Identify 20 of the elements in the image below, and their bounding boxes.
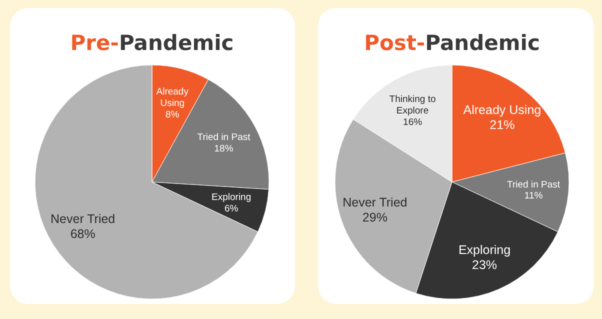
slice-label: Exploring <box>458 243 511 258</box>
slice-label: Already Using <box>463 103 542 118</box>
data-label: 23% <box>472 258 498 272</box>
data-label: 11% <box>524 190 544 202</box>
chart-title: Pre-Pandemic <box>70 31 234 55</box>
data-label: 21% <box>490 118 515 132</box>
chart-title: Post-Pandemic <box>364 31 540 55</box>
data-label: 68% <box>70 226 96 241</box>
data-label: 18% <box>214 144 234 155</box>
data-label: 8% <box>166 109 180 120</box>
slice-label: Tried in Past <box>197 132 251 144</box>
data-label: 6% <box>224 203 239 214</box>
slice-label: Never Tried <box>50 212 116 226</box>
data-label: 16% <box>403 116 423 128</box>
slice-label: Already Using <box>156 86 189 109</box>
slice-label: Thinking to Explore <box>389 94 436 117</box>
slice-label: Never Tried <box>342 196 408 210</box>
slice-label: Tried in Past <box>507 179 560 190</box>
data-label: 29% <box>362 210 388 225</box>
slice-label: Exploring <box>212 192 252 203</box>
